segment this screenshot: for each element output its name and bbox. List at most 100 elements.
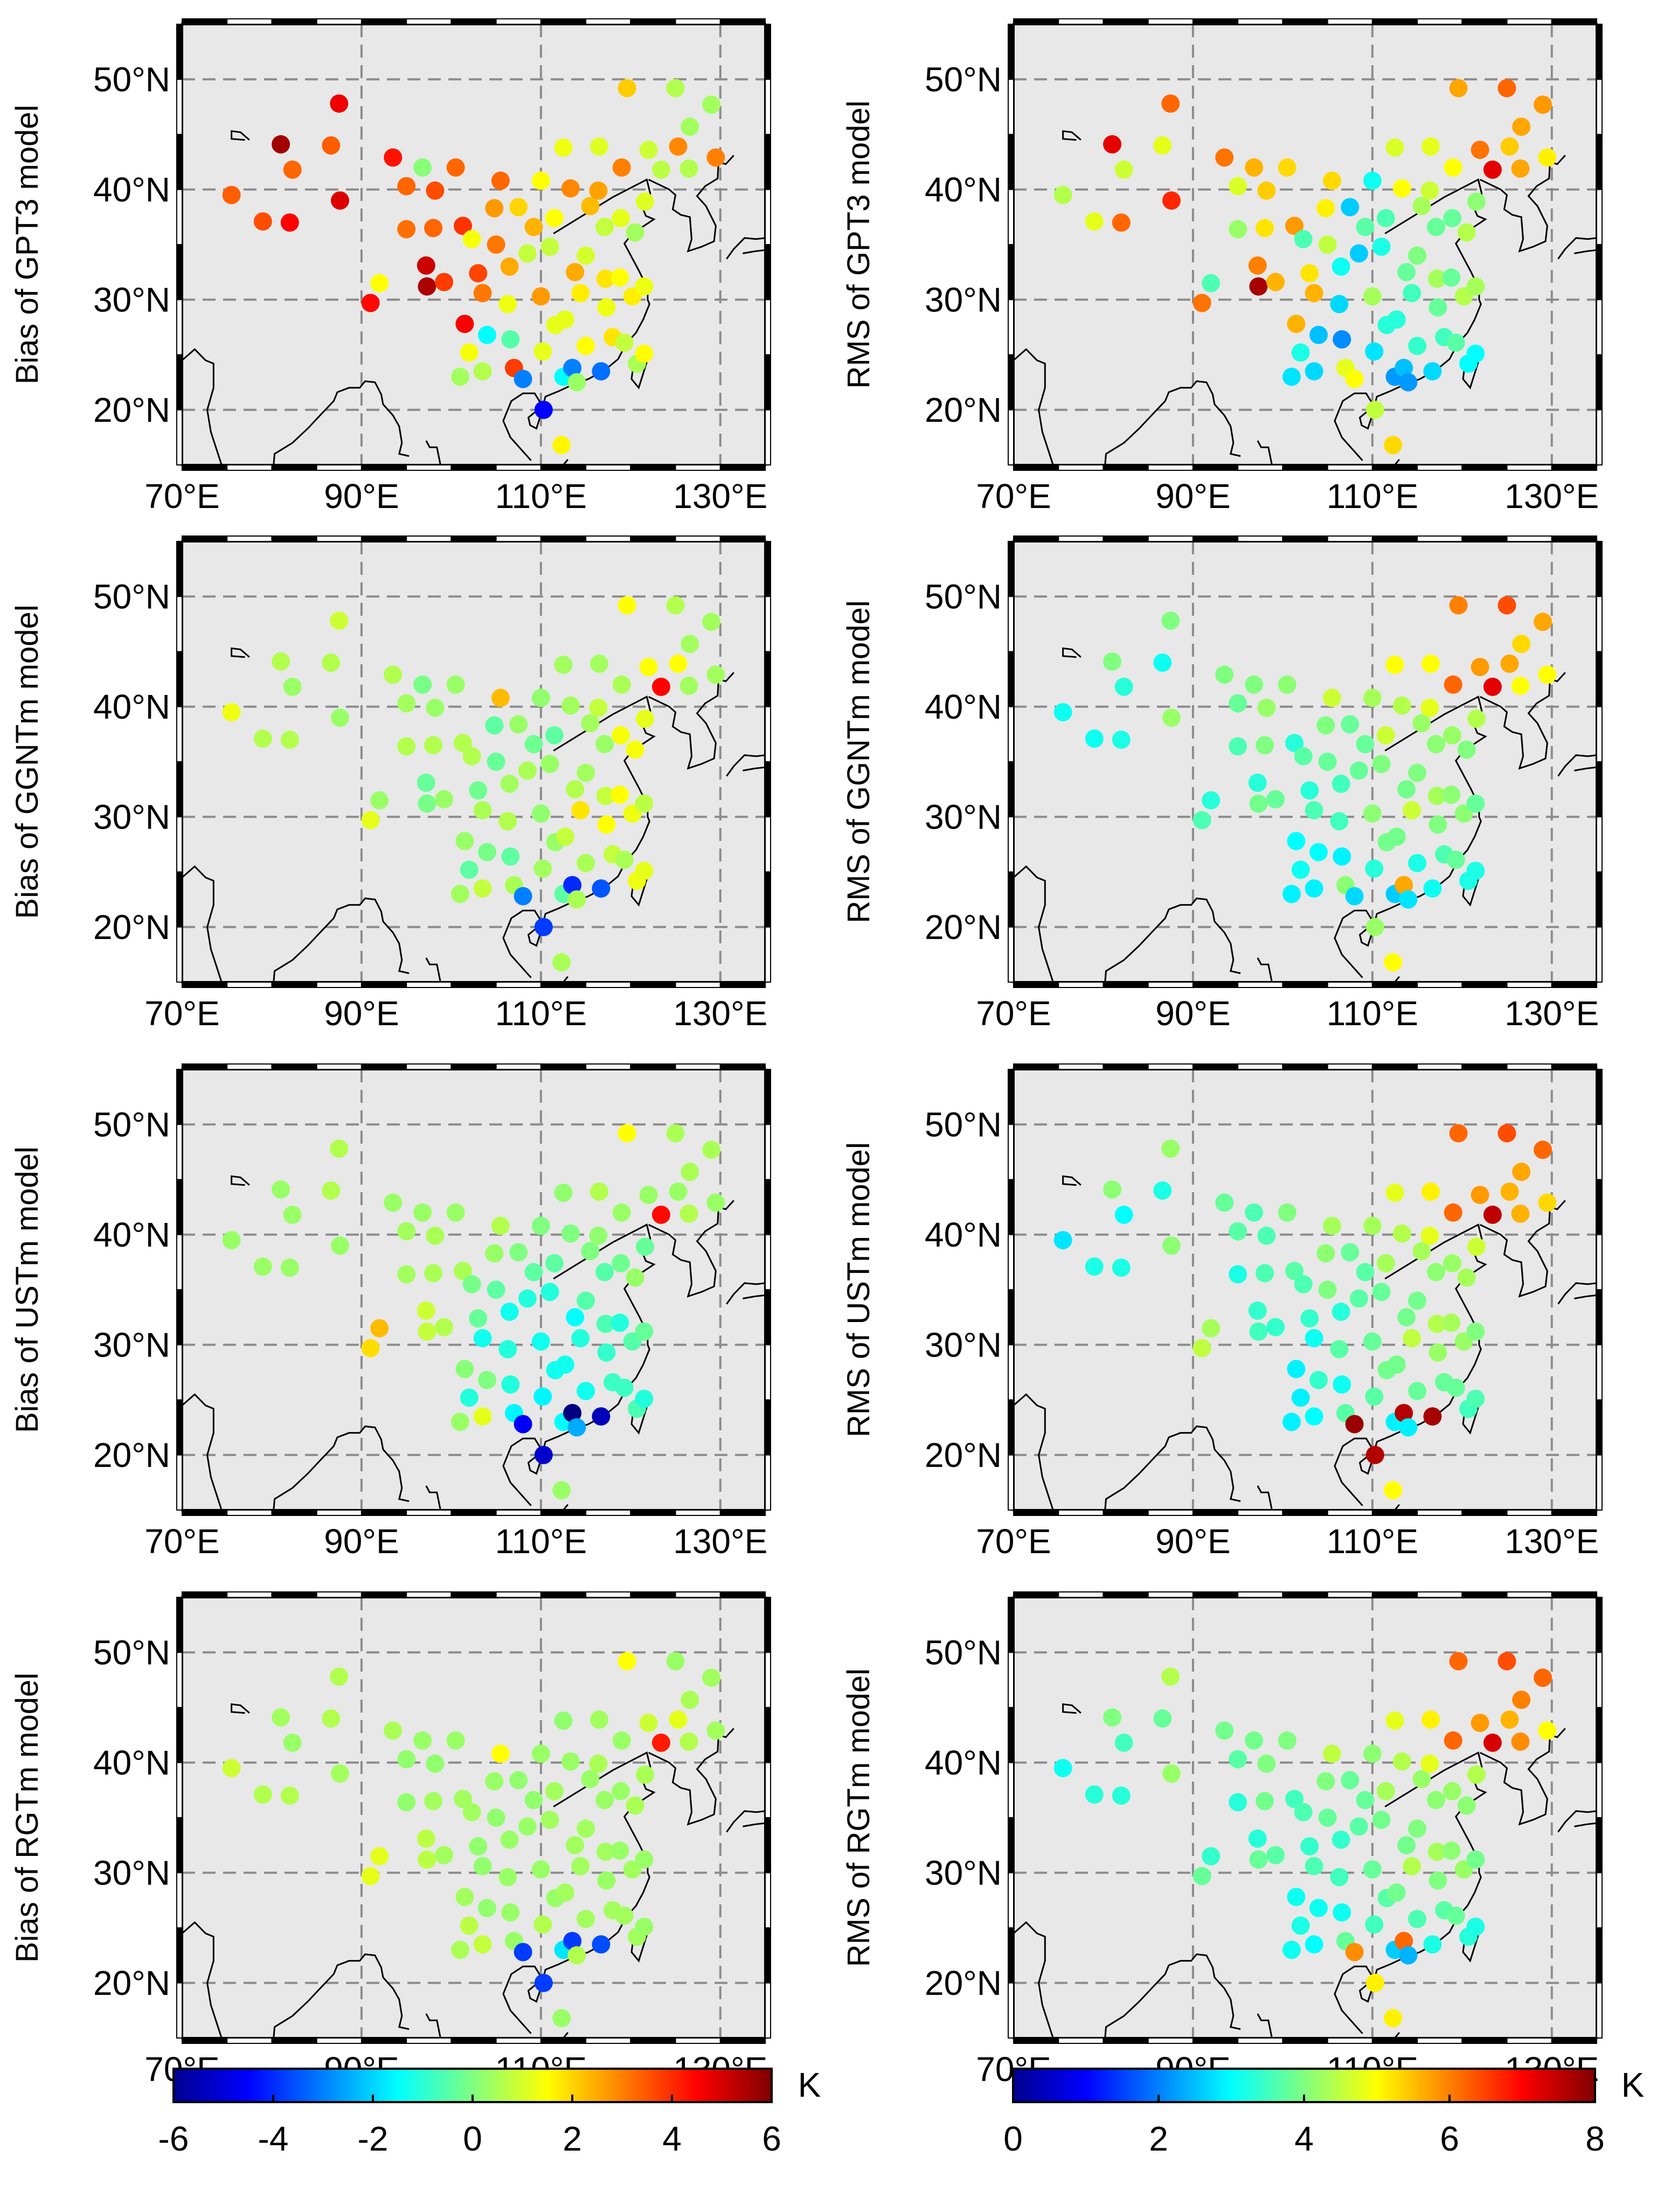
coastline xyxy=(1479,672,1566,770)
station-point xyxy=(469,264,488,283)
station-point xyxy=(635,861,654,880)
map-border-segment xyxy=(182,535,228,542)
station-point xyxy=(540,1283,559,1302)
map-border-segment xyxy=(1551,1591,1598,1598)
map-border-segment xyxy=(271,982,317,988)
map-border-segment xyxy=(1008,1454,1014,1511)
station-point xyxy=(1511,1204,1530,1223)
map-border-segment xyxy=(1506,18,1552,25)
map-border-segment xyxy=(176,1069,183,1125)
station-point xyxy=(1443,1782,1461,1800)
map-border-segment xyxy=(1596,134,1603,190)
lon-tick-label: 110°E xyxy=(495,477,587,516)
map-border-segment xyxy=(176,1234,183,1290)
station-point xyxy=(1248,1301,1267,1320)
station-point xyxy=(469,1309,488,1328)
map-border-segment xyxy=(1013,18,1059,25)
station-point xyxy=(1162,1764,1181,1783)
station-point xyxy=(518,1289,537,1308)
map-border-segment xyxy=(675,982,721,988)
station-point xyxy=(524,1791,543,1810)
station-point xyxy=(1483,160,1502,179)
station-point xyxy=(566,1308,585,1327)
station-point xyxy=(413,675,432,694)
station-point xyxy=(253,1785,272,1804)
map-border-segment xyxy=(1192,18,1239,25)
station-point xyxy=(397,1222,416,1241)
station-point xyxy=(1372,1283,1391,1302)
map-border-segment xyxy=(1008,79,1014,135)
map-border-segment xyxy=(1596,1927,1603,1984)
station-point xyxy=(424,1264,443,1283)
map-border-segment xyxy=(765,1762,771,1818)
station-point xyxy=(626,1796,644,1815)
map-border-segment xyxy=(719,982,766,988)
coastline xyxy=(726,1810,765,1833)
panel-ylabel: RMS of RGTm model xyxy=(841,1668,876,1967)
station-point xyxy=(577,1910,595,1929)
station-point xyxy=(331,1236,349,1255)
station-point xyxy=(469,1837,488,1856)
station-point xyxy=(1471,141,1489,159)
station-point xyxy=(626,740,644,759)
station-point xyxy=(491,1744,510,1763)
station-point xyxy=(1085,212,1104,231)
map-border-segment xyxy=(1008,1652,1014,1708)
station-point xyxy=(626,1268,644,1287)
station-point xyxy=(706,665,725,684)
station-point xyxy=(1356,1791,1375,1810)
map-border-segment xyxy=(1008,134,1014,190)
map-border-segment xyxy=(1551,464,1598,471)
station-point xyxy=(1278,158,1297,177)
map-border-segment xyxy=(1008,1817,1014,1874)
station-point xyxy=(597,298,616,317)
station-point xyxy=(1291,1916,1310,1935)
coastline xyxy=(425,2013,441,2038)
station-point xyxy=(1318,1808,1337,1827)
map-border-segment xyxy=(1008,596,1014,652)
map-border-segment xyxy=(540,464,587,471)
station-point xyxy=(1249,794,1268,813)
coastline xyxy=(648,1728,734,1826)
station-point xyxy=(612,208,630,227)
station-point xyxy=(1256,1792,1274,1811)
station-point xyxy=(1427,218,1445,236)
station-point xyxy=(1300,264,1319,283)
coastline xyxy=(231,1175,250,1186)
station-point xyxy=(552,436,571,455)
station-point xyxy=(1466,1389,1485,1408)
coastline xyxy=(648,1200,734,1298)
map-border-segment xyxy=(1506,982,1552,988)
map-border-segment xyxy=(630,1591,676,1598)
map-border-segment xyxy=(1008,299,1014,356)
station-point xyxy=(702,1668,721,1687)
station-point xyxy=(1397,780,1416,799)
station-point xyxy=(1322,688,1341,707)
station-point xyxy=(1349,761,1368,780)
station-point xyxy=(1249,277,1268,296)
map-border-segment xyxy=(765,1872,771,1929)
station-point xyxy=(1420,698,1439,717)
colorbar-tick-label: 6 xyxy=(1440,2119,1459,2158)
map-border-segment xyxy=(1147,1510,1194,1516)
station-point xyxy=(1229,1793,1247,1812)
lon-tick-label: 90°E xyxy=(324,1522,399,1561)
map-border-segment xyxy=(765,1399,771,1456)
station-point xyxy=(1444,158,1462,177)
station-point xyxy=(611,1841,629,1860)
station-point xyxy=(639,1714,658,1733)
station-point xyxy=(1534,95,1552,114)
lon-tick-label: 70°E xyxy=(144,994,219,1033)
station-point xyxy=(611,1313,629,1332)
station-point xyxy=(561,179,580,198)
station-point xyxy=(1444,675,1462,694)
map-border-segment xyxy=(176,1289,183,1346)
coastline xyxy=(273,380,410,465)
station-point xyxy=(518,244,537,263)
station-point xyxy=(253,212,272,231)
map-content xyxy=(1014,1597,1597,2038)
station-point xyxy=(524,735,543,754)
lat-tick-label: 20°N xyxy=(925,1964,1002,2002)
station-point xyxy=(1395,876,1413,894)
